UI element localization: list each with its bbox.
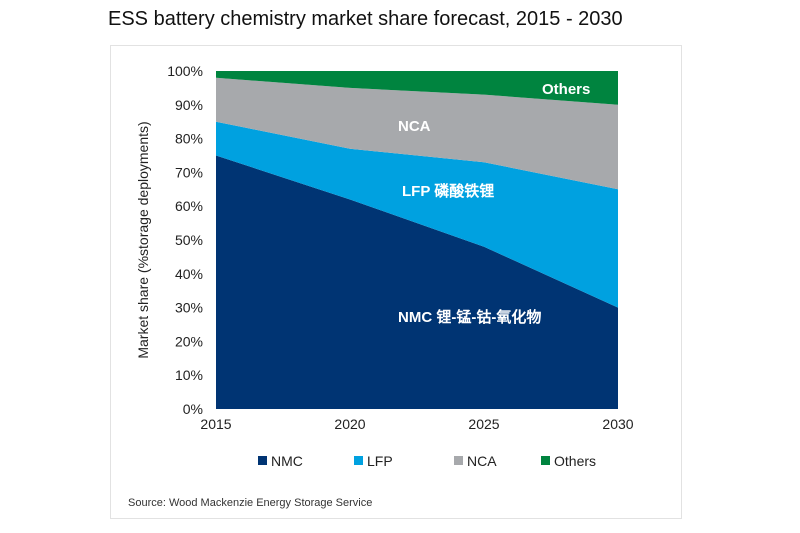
y-tick-label: 30% [175, 300, 203, 316]
area-others [216, 71, 618, 105]
area-label-lfp: LFP 磷酸铁锂 [402, 182, 494, 200]
legend-label-nmc: NMC [271, 453, 303, 469]
area-label-nmc: NMC 锂-锰-钴-氧化物 [398, 308, 541, 326]
chart-title: ESS battery chemistry market share forec… [108, 8, 623, 30]
area-nca [216, 77, 618, 190]
y-tick-label: 20% [175, 333, 203, 349]
y-tick-label: 50% [175, 232, 203, 248]
legend-label-others: Others [554, 453, 596, 469]
chart-frame [110, 45, 682, 519]
y-tick-label: 40% [175, 266, 203, 282]
legend-label-lfp: LFP [367, 453, 393, 469]
area-label-others: Others [542, 81, 590, 98]
y-axis-label: Market share (%storage deployments) [135, 121, 151, 358]
area-label-nca: NCA [398, 118, 431, 135]
source-note: Source: Wood Mackenzie Energy Storage Se… [128, 497, 373, 509]
x-tick-label: 2030 [602, 416, 633, 432]
y-tick-label: 0% [183, 401, 203, 417]
y-tick-label: 100% [167, 63, 203, 79]
legend-swatch-nca [454, 456, 463, 465]
x-tick-label: 2015 [200, 416, 231, 432]
y-tick-label: 70% [175, 164, 203, 180]
legend-swatch-others [541, 456, 550, 465]
y-tick-label: 60% [175, 198, 203, 214]
area-lfp [216, 121, 618, 308]
legend-swatch-lfp [354, 456, 363, 465]
y-tick-label: 90% [175, 97, 203, 113]
x-tick-label: 2025 [468, 416, 499, 432]
y-tick-label: 10% [175, 367, 203, 383]
x-tick-label: 2020 [334, 416, 365, 432]
area-nmc [216, 155, 618, 409]
legend-swatch-nmc [258, 456, 267, 465]
legend-label-nca: NCA [467, 453, 497, 469]
y-tick-label: 80% [175, 131, 203, 147]
